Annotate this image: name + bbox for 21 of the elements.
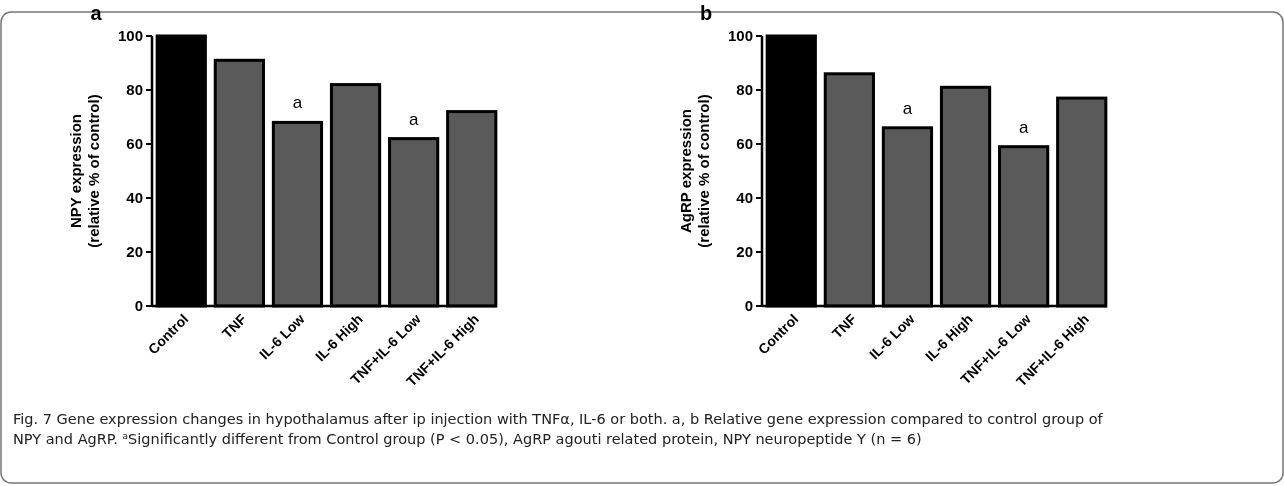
y-tick-label: 60	[126, 135, 143, 153]
annotation: a	[408, 109, 419, 129]
y-tick-label: 20	[736, 243, 753, 261]
y-axis-title: NPY expression (relative % of control)	[67, 94, 102, 248]
annotation: a	[1018, 117, 1029, 137]
annotation: a	[292, 93, 303, 113]
chart-title: b	[699, 2, 713, 24]
caption: Fig. 7 Gene expression changes in hypothalamus after ip injection with TNFα, IL-6 or both. a, b Relative gene expression compared to control group of NPY and AgRP. $^{a}$Significantly different from Control group (P < 0.05), AgRP agouti related protein, NPY neuropeptide Y (n = 6)	[13, 411, 1104, 447]
y-tick-label: 40	[736, 189, 753, 207]
y-tick-label: 0	[744, 297, 753, 315]
y-tick-label: 0	[134, 297, 143, 315]
y-tick-label: 40	[126, 189, 143, 207]
y-tick-label: 20	[126, 243, 143, 261]
annotation: a	[902, 98, 913, 118]
chart-title: a	[90, 2, 103, 24]
y-tick-label: 80	[126, 81, 143, 99]
y-tick-label: 100	[117, 27, 143, 45]
y-tick-label: 80	[736, 81, 753, 99]
y-tick-label: 60	[736, 135, 753, 153]
y-axis-title: AgRP expression (relative % of control)	[677, 94, 712, 248]
y-tick-label: 100	[727, 27, 753, 45]
